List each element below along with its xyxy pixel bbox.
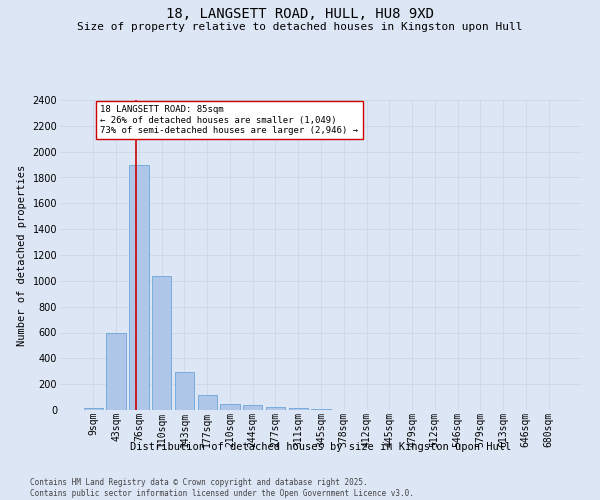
Text: Contains HM Land Registry data © Crown copyright and database right 2025.
Contai: Contains HM Land Registry data © Crown c… <box>30 478 414 498</box>
Bar <box>152 276 172 410</box>
Text: Distribution of detached houses by size in Kingston upon Hull: Distribution of detached houses by size … <box>130 442 512 452</box>
Bar <box>106 332 126 410</box>
Text: 18, LANGSETT ROAD, HULL, HU8 9XD: 18, LANGSETT ROAD, HULL, HU8 9XD <box>166 8 434 22</box>
Bar <box>129 164 149 410</box>
Text: Size of property relative to detached houses in Kingston upon Hull: Size of property relative to detached ho… <box>77 22 523 32</box>
Y-axis label: Number of detached properties: Number of detached properties <box>17 164 27 346</box>
Text: 18 LANGSETT ROAD: 85sqm
← 26% of detached houses are smaller (1,049)
73% of semi: 18 LANGSETT ROAD: 85sqm ← 26% of detache… <box>100 105 358 135</box>
Bar <box>220 404 239 410</box>
Bar <box>197 395 217 410</box>
Bar <box>243 405 262 410</box>
Bar <box>266 407 285 410</box>
Bar <box>289 408 308 410</box>
Bar <box>175 372 194 410</box>
Bar <box>84 408 103 410</box>
